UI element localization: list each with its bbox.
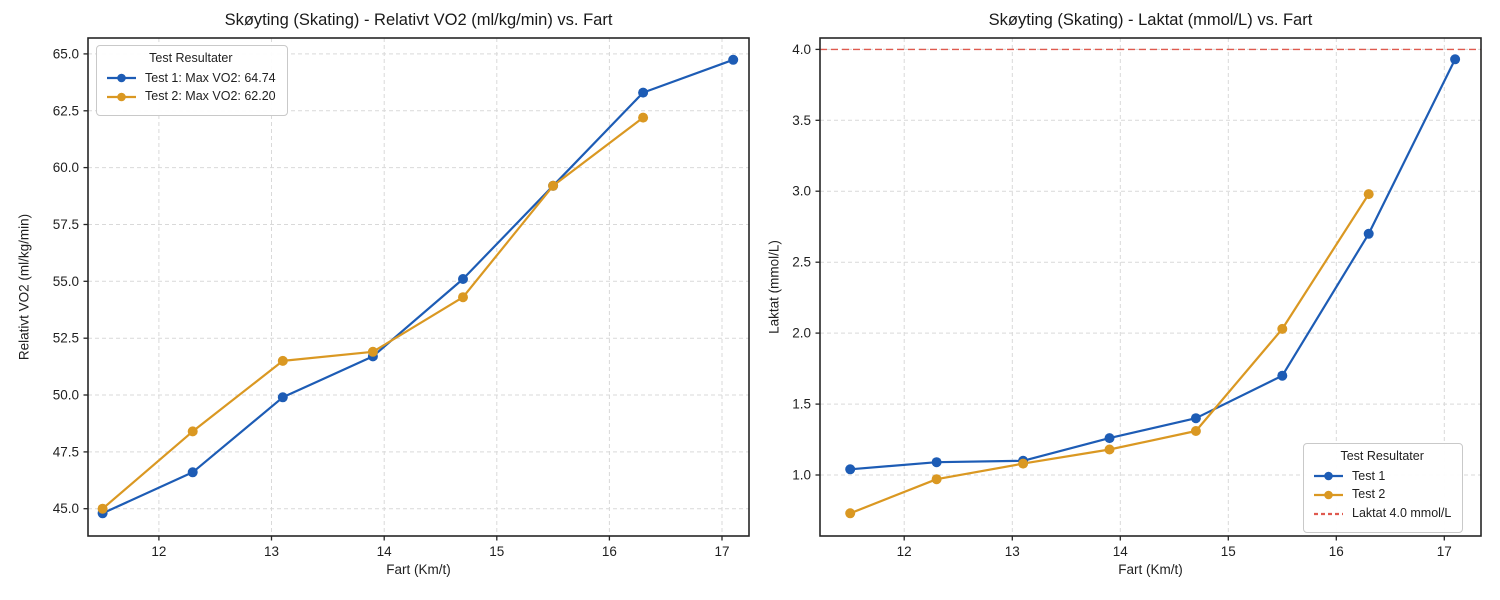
laktat-legend-items: Test 1 Test 2 Laktat 4.0 mmol/L: [1313, 469, 1451, 522]
gridlines: [88, 38, 749, 536]
data-point: [277, 355, 288, 366]
legend-item-label: Test 1: Max VO2: 64.74: [145, 70, 276, 85]
legend-item-test-1: Test 1: [1313, 469, 1451, 485]
data-point: [367, 346, 378, 357]
svg-text:57.5: 57.5: [53, 217, 79, 232]
svg-text:14: 14: [1113, 544, 1129, 559]
data-point: [97, 503, 108, 514]
svg-text:52.5: 52.5: [53, 331, 79, 346]
data-point: [458, 274, 468, 284]
axis-ticks: [83, 53, 723, 541]
data-point: [1104, 433, 1115, 444]
data-point: [458, 292, 468, 303]
series-test-1-max-vo2-64-74: [97, 54, 739, 519]
svg-text:12: 12: [151, 544, 166, 559]
svg-text:16: 16: [602, 544, 617, 559]
svg-text:17: 17: [1437, 544, 1452, 559]
vo2-chart-title: Skøyting (Skating) - Relativt VO2 (ml/kg…: [224, 11, 613, 29]
svg-text:15: 15: [1221, 544, 1236, 559]
svg-text:1.0: 1.0: [792, 468, 811, 483]
laktat-legend: Test Resultater Test 1 Test 2 Laktat 4.0 m…: [1303, 443, 1464, 533]
vo2-legend-items: Test 1: Max VO2: 64.74 Test 2: Max VO2: 6…: [106, 71, 276, 105]
data-point: [1450, 54, 1461, 65]
data-point: [638, 112, 649, 123]
vo2-plot-area: 12 13 14 15 16 17 45.0 47.5 50.0 52.5 55.0 57.5 60.0…: [53, 37, 750, 559]
svg-text:62.5: 62.5: [53, 103, 79, 118]
legend-item-label: Test 2: [1352, 487, 1386, 502]
line-marker-sample-icon: [1314, 472, 1343, 481]
y-tick-labels: 45.0 47.5 50.0 52.5 55.0 57.5 60.0 62.5 65.0: [53, 46, 79, 516]
data-point: [845, 508, 856, 519]
laktat-legend-title: Test Resultater: [1340, 449, 1424, 463]
svg-text:15: 15: [489, 544, 504, 559]
svg-text:3.0: 3.0: [792, 184, 811, 199]
data-point: [1363, 189, 1374, 200]
data-point: [548, 180, 559, 191]
series-test-1: [845, 54, 1461, 475]
svg-text:17: 17: [714, 544, 729, 559]
svg-text:2.0: 2.0: [792, 326, 811, 341]
laktat-chart-panel: 12 13 14 15 16 17 1.0 1.5 2.0 2.5 3.0 3.5 4.0 Skøyti…: [750, 0, 1500, 600]
svg-text:2.5: 2.5: [792, 255, 811, 270]
data-point: [1018, 458, 1029, 469]
data-point: [1277, 370, 1288, 381]
svg-text:1.5: 1.5: [792, 397, 811, 412]
data-point: [931, 457, 942, 468]
svg-text:65.0: 65.0: [53, 46, 79, 61]
plot-border: [87, 37, 750, 537]
svg-text:50.0: 50.0: [53, 388, 79, 403]
data-point: [728, 54, 739, 65]
vo2-y-axis-label: Relativt VO2 (ml/kg/min): [16, 213, 32, 361]
svg-text:45.0: 45.0: [53, 501, 79, 516]
svg-text:3.5: 3.5: [792, 113, 811, 128]
series-test-2-max-vo2-62-20: [97, 112, 649, 514]
data-point: [931, 474, 942, 485]
line-marker-sample-icon: [107, 74, 136, 83]
x-tick-labels: 12 13 14 15 16 17: [897, 544, 1452, 559]
vo2-legend: Test Resultater Test 1: Max VO2: 64.74 Te…: [96, 45, 288, 116]
data-point: [187, 426, 198, 437]
data-point: [277, 392, 288, 403]
legend-item-test-2-max-vo2-62-20: Test 2: Max VO2: 62.20: [106, 89, 276, 105]
legend-item-label: Laktat 4.0 mmol/L: [1352, 505, 1452, 520]
data-point: [1104, 444, 1115, 455]
data-point: [1363, 228, 1374, 239]
vo2-legend-title: Test Resultater: [149, 51, 233, 65]
svg-text:4.0: 4.0: [792, 42, 811, 57]
svg-text:13: 13: [264, 544, 279, 559]
legend-item-test-1-max-vo2-64-74: Test 1: Max VO2: 64.74: [106, 71, 276, 87]
x-tick-labels: 12 13 14 15 16 17: [151, 544, 729, 559]
line-marker-sample-icon: [107, 92, 136, 102]
laktat-chart-title: Skøyting (Skating) - Laktat (mmol/L) vs.…: [988, 11, 1313, 29]
svg-text:13: 13: [1005, 544, 1020, 559]
svg-text:16: 16: [1329, 544, 1344, 559]
data-point: [1190, 413, 1201, 424]
laktat-x-axis-label: Fart (Km/t): [1118, 562, 1183, 577]
svg-text:60.0: 60.0: [53, 160, 79, 175]
line-marker-sample-icon: [1314, 490, 1343, 500]
plot-border: [819, 37, 1482, 537]
legend-item-label: Test 1: [1352, 468, 1386, 483]
laktat-y-axis-label: Laktat (mmol/L): [766, 240, 782, 334]
dashed-line-sample-icon: [1314, 512, 1343, 515]
data-point: [187, 467, 198, 478]
vo2-chart-panel: 12 13 14 15 16 17 45.0 47.5 50.0 52.5 55.0 57.5 60.0…: [16, 11, 750, 577]
svg-text:55.0: 55.0: [53, 274, 79, 289]
data-point: [1190, 426, 1201, 436]
svg-text:14: 14: [377, 544, 393, 559]
svg-text:47.5: 47.5: [53, 444, 79, 459]
series-test-2: [845, 189, 1374, 519]
svg-text:12: 12: [897, 544, 912, 559]
axis-ticks: [815, 48, 1445, 541]
legend-item-test-2: Test 2: [1313, 487, 1451, 503]
data-point: [845, 464, 856, 475]
data-point: [1277, 323, 1288, 334]
laktat-plot-area: 12 13 14 15 16 17 1.0 1.5 2.0 2.5 3.0 3.5 4.0: [792, 37, 1482, 559]
y-tick-labels: 1.0 1.5 2.0 2.5 3.0 3.5 4.0: [792, 42, 811, 483]
legend-item-label: Test 2: Max VO2: 62.20: [145, 89, 276, 104]
legend-item-laktat-4-0-mmol-l: Laktat 4.0 mmol/L: [1313, 506, 1451, 522]
data-point: [638, 87, 649, 98]
vo2-x-axis-label: Fart (Km/t): [386, 562, 451, 577]
